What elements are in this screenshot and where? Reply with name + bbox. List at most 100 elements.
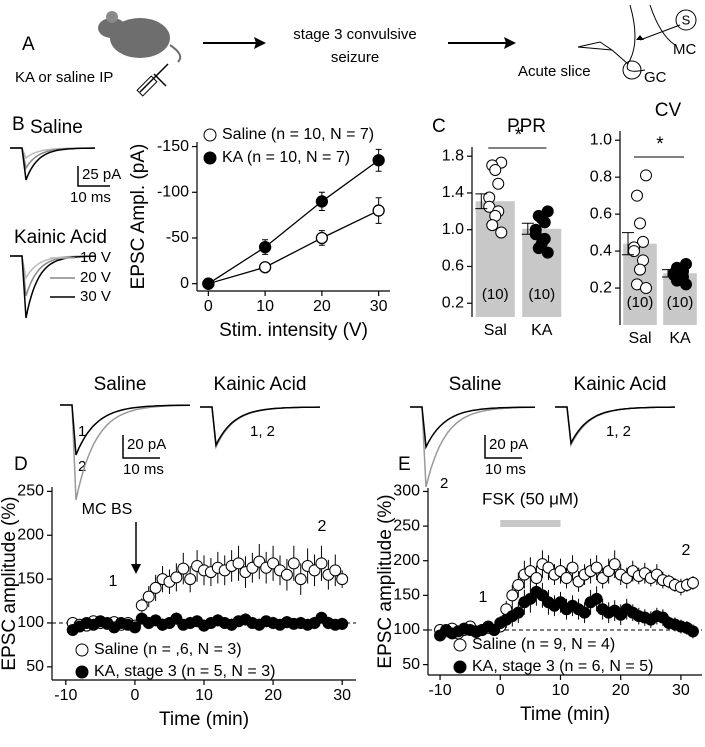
- data-point: [232, 557, 245, 570]
- schematic: KA or saline IP stage 3 convulsive seizu…: [15, 4, 697, 97]
- y-tick-label: 100: [17, 614, 44, 631]
- data-point: [315, 231, 329, 245]
- trace-number: 1, 2: [250, 423, 275, 440]
- annotation: MC BS: [82, 501, 133, 518]
- x-axis-label: Stim. intensity (V): [219, 320, 368, 341]
- data-point: [135, 599, 148, 612]
- data-point: [149, 581, 162, 594]
- trace-legend: 20 V: [80, 269, 111, 286]
- panel-letter: B: [12, 114, 25, 135]
- series-line: [208, 159, 380, 285]
- data-point: [280, 568, 293, 581]
- trace-legend: 10 V: [80, 249, 111, 266]
- x-tick-label: 20: [264, 687, 282, 704]
- y-tick-label: 200: [17, 526, 44, 543]
- y-tick-label: 150: [17, 570, 44, 587]
- schematic-label: S: [682, 12, 691, 27]
- data-point: [184, 573, 197, 586]
- schematic-label: GC: [644, 69, 667, 86]
- data-point: [686, 576, 699, 589]
- y-tick-label: -150: [157, 138, 189, 155]
- y-tick-label: 0: [180, 275, 189, 292]
- y-tick-label: 50: [26, 658, 44, 675]
- y-tick-label: 300: [393, 483, 420, 500]
- x-tick-label: 20: [313, 298, 331, 315]
- schematic-label: KA or saline IP: [15, 69, 113, 86]
- legend-marker: [203, 128, 217, 142]
- data-point: [634, 217, 646, 230]
- y-axis-label: EPSC amplitude (%): [375, 494, 396, 668]
- y-tick-label: 0.6: [590, 205, 612, 222]
- data-point: [566, 561, 579, 574]
- syringe: [139, 63, 169, 93]
- legend-label: KA, stage 3 (n = 6, N = 5): [472, 658, 653, 675]
- x-tick-label: Sal: [628, 330, 651, 347]
- n-label: (10): [627, 294, 654, 311]
- data-point: [512, 606, 525, 619]
- n-label: (10): [528, 286, 555, 303]
- x-tick-label: 20: [612, 682, 630, 699]
- y-tick-label: 1.4: [442, 184, 464, 201]
- y-tick-label: 100: [393, 621, 420, 638]
- y-axis-label: EPSC Ampl. (pA): [128, 144, 149, 290]
- epsc-trace: [410, 406, 536, 450]
- data-point: [608, 558, 621, 571]
- chart-title: PPR: [507, 116, 546, 137]
- trace-legend: 30 V: [80, 288, 111, 305]
- scale-label: 10 ms: [70, 189, 111, 206]
- trace-title: Saline: [30, 117, 83, 138]
- annotation: 1: [109, 573, 118, 590]
- n-label: (10): [482, 286, 509, 303]
- data-point: [177, 562, 190, 575]
- data-point: [686, 625, 699, 638]
- panel-letter: E: [398, 454, 411, 475]
- y-tick-label: 200: [393, 552, 420, 569]
- granule-cell: [622, 60, 642, 80]
- data-point: [634, 263, 646, 276]
- y-tick-label: 0.4: [590, 242, 612, 259]
- data-point: [372, 154, 385, 167]
- treatment-bar: [500, 520, 561, 527]
- scale-bar: [484, 435, 522, 459]
- error-bar: [622, 232, 634, 256]
- slice-outline: [626, 4, 676, 72]
- x-tick-label: -10: [54, 687, 77, 704]
- legend-label: Saline (n = 10, N = 7): [222, 126, 374, 143]
- data-point: [142, 590, 155, 603]
- data-point: [258, 240, 272, 254]
- data-point: [489, 163, 502, 176]
- error-bar: [521, 222, 534, 235]
- data-point: [637, 235, 649, 248]
- x-tick-label: 30: [672, 682, 690, 699]
- x-tick-label: 30: [370, 298, 388, 315]
- x-tick-label: KA: [531, 322, 553, 339]
- trace-number: 2: [440, 475, 448, 492]
- x-tick-label: 10: [195, 687, 213, 704]
- data-point: [170, 571, 183, 584]
- data-point: [640, 169, 652, 182]
- significance-label: *: [656, 134, 664, 155]
- annotation-arrow-head: [131, 564, 141, 574]
- y-tick-label: 250: [393, 517, 420, 534]
- annotation: 2: [318, 518, 327, 535]
- data-point: [680, 278, 692, 291]
- panel-letter: A: [22, 34, 35, 55]
- panel-letter: C: [432, 116, 446, 137]
- y-tick-label: -100: [157, 183, 189, 200]
- data-point: [315, 195, 329, 208]
- syringe-barrel: [136, 75, 158, 97]
- panel-letter: D: [14, 454, 28, 475]
- x-tick-label: 0: [204, 298, 213, 315]
- schematic-label: Acute slice: [518, 63, 591, 80]
- legend-label: KA, stage 3 (n = 5, N = 3): [94, 663, 275, 680]
- epsc-trace: [10, 255, 95, 319]
- epsc-trace: [60, 404, 190, 456]
- data-point: [202, 277, 215, 290]
- data-point: [287, 557, 300, 570]
- mouse-head: [98, 18, 126, 38]
- data-point: [541, 246, 554, 259]
- data-point: [506, 589, 519, 602]
- chart-title: CV: [655, 100, 682, 121]
- trace-title: Kainic Acid: [574, 374, 667, 395]
